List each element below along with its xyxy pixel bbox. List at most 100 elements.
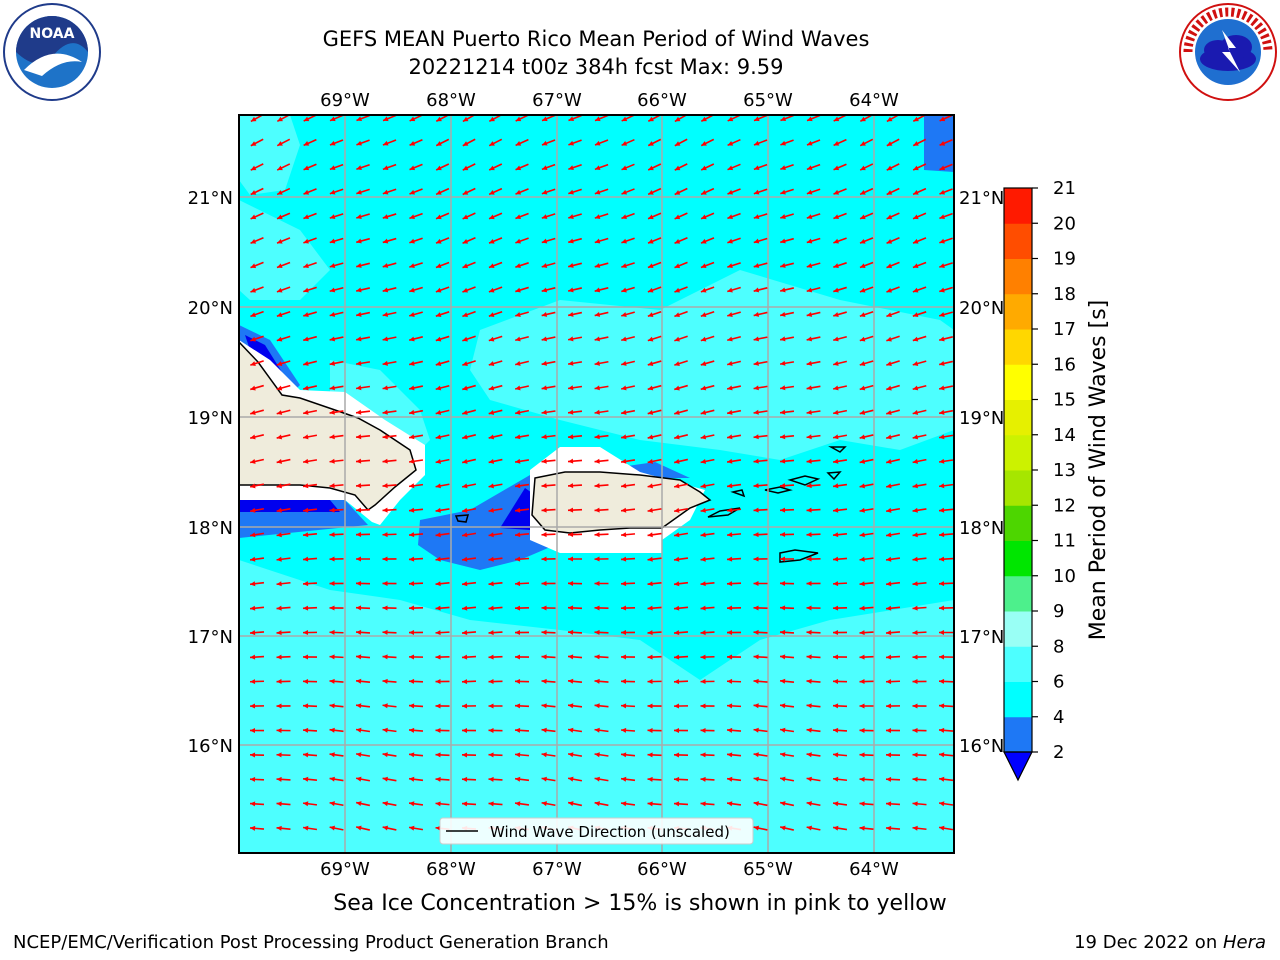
wind-wave-arrowhead (435, 679, 441, 685)
wind-wave-arrowhead (515, 532, 521, 538)
wind-wave-arrowhead (329, 483, 335, 489)
wind-wave-arrowhead (382, 825, 389, 831)
wind-wave-arrowhead (276, 581, 282, 587)
wind-wave-arrowhead (647, 532, 653, 538)
wind-wave-arrowhead (674, 287, 681, 293)
lat-label-left: 16°N (188, 736, 233, 757)
wind-wave-arrowhead (859, 361, 866, 366)
wind-wave-arrowhead (356, 801, 362, 807)
wind-wave-arrowhead (753, 238, 760, 244)
wind-wave-arrowhead (886, 336, 892, 342)
wind-wave-arrowhead (435, 312, 442, 318)
wind-wave-arrowhead (780, 311, 786, 317)
wind-wave-arrowhead (780, 629, 786, 635)
wind-wave-arrowhead (886, 752, 892, 758)
wind-wave-arrowhead (568, 238, 574, 244)
wind-wave-arrowhead (806, 581, 812, 587)
wind-wave-arrowhead (594, 385, 600, 391)
wind-wave-arrowhead (489, 214, 495, 220)
wind-wave-arrowhead (621, 752, 627, 758)
wind-wave-arrowhead (939, 630, 945, 636)
wind-wave-arrowhead (568, 409, 574, 415)
wind-wave-arrowhead (276, 361, 283, 366)
wind-wave-arrowhead (276, 458, 283, 464)
wind-wave-arrowhead (435, 458, 442, 464)
wind-wave-arrowhead (886, 361, 892, 366)
wind-wave-arrowhead (912, 605, 918, 611)
colorbar-tick-label: 2 (1053, 742, 1064, 763)
wind-wave-arrowhead (727, 238, 733, 244)
wind-wave-arrowhead (886, 825, 892, 831)
wind-wave-arrowhead (753, 678, 759, 684)
wind-wave-arrowhead (674, 532, 680, 538)
wind-wave-arrowhead (647, 336, 654, 342)
wind-wave-arrowhead (303, 507, 309, 513)
wind-wave-arrowhead (806, 140, 813, 146)
wind-wave-arrowhead (356, 336, 362, 342)
colorbar-tick-label: 10 (1053, 566, 1076, 587)
wind-wave-arrowhead (806, 434, 812, 440)
wind-wave-arrowhead (939, 434, 945, 440)
wind-wave-arrowhead (621, 727, 627, 733)
wind-wave-arrowhead (939, 825, 945, 831)
wind-wave-arrowhead (276, 532, 282, 538)
wind-wave-arrowhead (700, 752, 706, 758)
wind-wave-arrowhead (462, 434, 468, 440)
wind-wave-arrowhead (700, 312, 707, 318)
wind-wave-arrowhead (621, 654, 627, 660)
wind-wave-arrowhead (594, 678, 600, 684)
wind-wave-arrowhead (727, 263, 733, 268)
wind-wave-arrowhead (833, 141, 840, 146)
wind-wave-arrows (249, 115, 954, 831)
wind-wave-arrowhead (700, 434, 707, 440)
map-legend: Wind Wave Direction (unscaled) (439, 817, 754, 845)
wind-wave-arrowhead (727, 165, 734, 171)
colorbar-tick-label: 6 (1053, 672, 1064, 693)
colorbar-segment (1004, 611, 1032, 647)
wind-wave-arrowhead (886, 532, 892, 538)
wind-wave-arrowhead (303, 238, 309, 244)
lon-label-bottom: 69°W (320, 859, 370, 880)
wind-wave-arrowhead (647, 361, 654, 366)
wind-wave-arrowhead (382, 434, 388, 440)
wind-wave-arrowhead (250, 458, 256, 464)
wind-wave-arrowhead (488, 776, 494, 782)
wind-wave-arrowhead (568, 287, 574, 293)
lon-label-bottom: 66°W (637, 859, 687, 880)
footer-date-text: 19 Dec 2022 on (1074, 932, 1223, 953)
wind-wave-arrowhead (648, 165, 654, 171)
wind-wave-arrowhead (329, 801, 335, 807)
wind-wave-arrowhead (462, 312, 468, 318)
wind-wave-arrowhead (488, 801, 494, 807)
wind-wave-arrowhead (250, 679, 256, 685)
wind-wave-arrowhead (277, 141, 283, 146)
wind-wave-arrowhead (806, 336, 813, 342)
wind-wave-arrowhead (939, 654, 945, 660)
colorbar-tick-label: 4 (1053, 707, 1064, 728)
wind-wave-arrowhead (674, 654, 680, 660)
wind-wave-arrowhead (859, 263, 866, 269)
footer-credit: NCEP/EMC/Verification Post Processing Pr… (13, 932, 609, 953)
wind-wave-arrowhead (462, 679, 468, 685)
wind-wave-arrowhead (409, 214, 415, 220)
wind-wave-arrowhead (886, 605, 892, 611)
wind-wave-arrowhead (356, 654, 362, 660)
wind-wave-arrowhead (859, 385, 866, 391)
lat-label-left: 18°N (188, 518, 233, 539)
wind-wave-arrowhead (806, 678, 812, 684)
wind-wave-arrowhead (912, 727, 918, 733)
wind-wave-arrowhead (806, 409, 812, 415)
wind-wave-arrowhead (833, 581, 839, 587)
wind-wave-arrowhead (462, 361, 468, 366)
wind-wave-arrowhead (648, 214, 654, 220)
contour-2-4-region (600, 462, 690, 478)
wind-wave-arrowhead (700, 703, 706, 709)
wind-wave-arrowhead (833, 189, 840, 195)
wind-wave-arrowhead (435, 556, 441, 562)
wind-wave-arrowhead (833, 458, 839, 464)
wind-wave-arrowhead (250, 825, 256, 831)
wind-wave-arrowhead (621, 189, 628, 195)
wind-wave-arrowhead (647, 605, 653, 611)
wind-wave-arrowhead (515, 605, 521, 611)
